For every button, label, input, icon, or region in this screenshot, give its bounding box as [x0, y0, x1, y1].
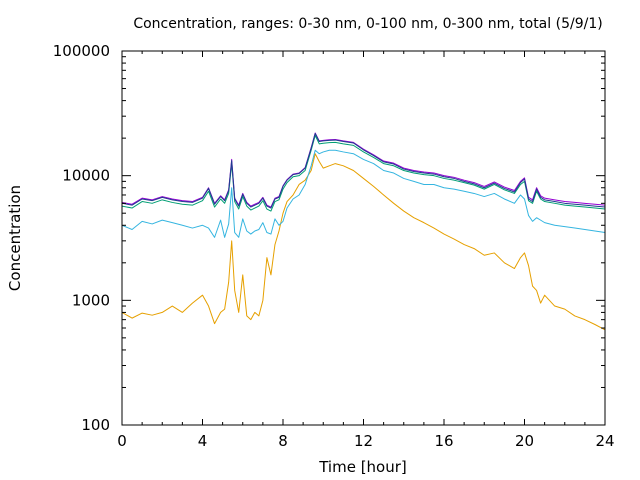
y-tick-label: 1000: [72, 291, 110, 309]
x-tick-label: 12: [354, 432, 373, 450]
x-tick-label: 4: [198, 432, 208, 450]
series-line-3: [121, 135, 606, 212]
y-axis-title: Concentration: [6, 185, 24, 291]
x-tick-label: 24: [595, 432, 614, 450]
x-tick-label: 16: [434, 432, 453, 450]
series-layer: [121, 132, 606, 331]
x-tick-label: 0: [117, 432, 127, 450]
series-line-1: [121, 153, 606, 331]
x-tick-label: 20: [515, 432, 534, 450]
y-tick-label: 100000: [53, 42, 110, 60]
x-tick-label: 8: [278, 432, 288, 450]
y-tick-label: 100: [81, 416, 110, 434]
series-line-2: [121, 149, 606, 238]
x-axis-title: Time [hour]: [318, 458, 407, 476]
y-tick-label: 10000: [62, 167, 110, 185]
series-line-5: [121, 132, 606, 209]
ticks-layer: 0 4 8 12 16 20 24 100 1000 10000 100000: [53, 42, 615, 450]
chart-title: Concentration, ranges: 0-30 nm, 0-100 nm…: [133, 16, 602, 32]
